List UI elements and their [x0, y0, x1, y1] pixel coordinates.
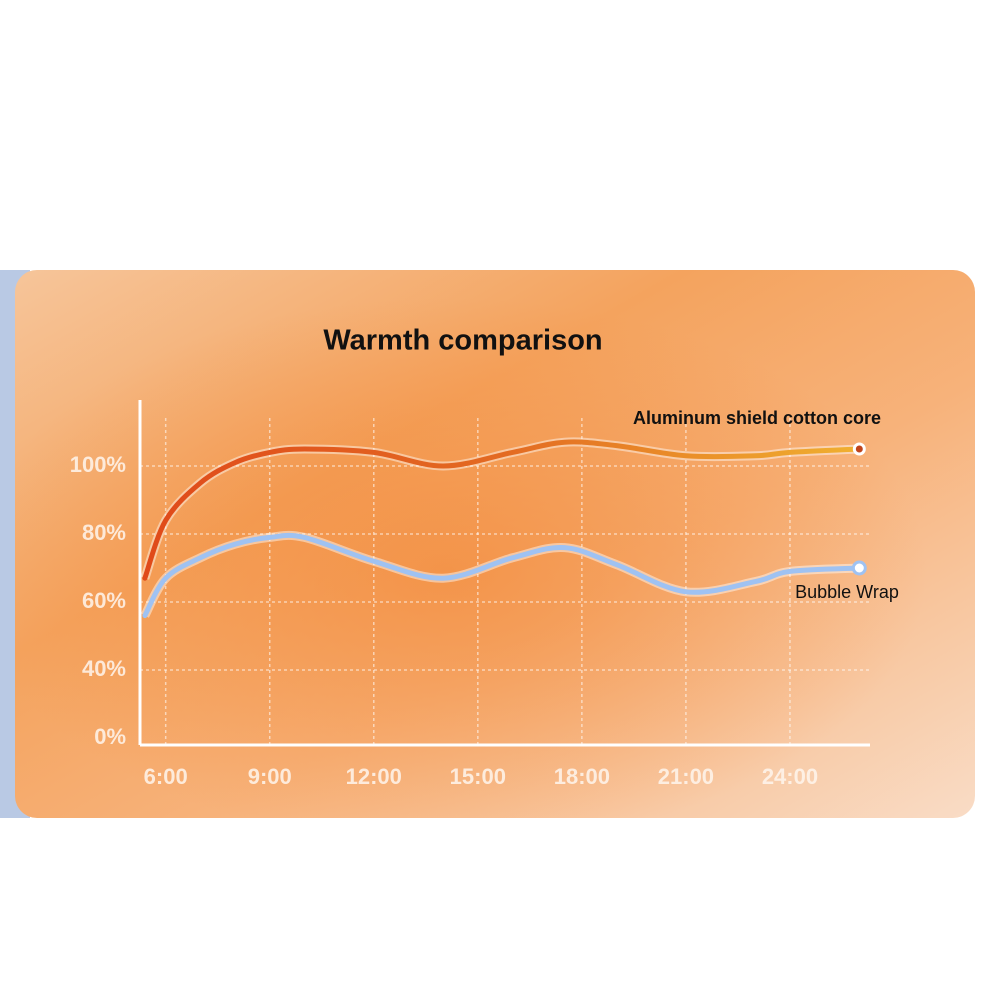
series-line: [142, 439, 862, 581]
series-line: [142, 532, 862, 619]
y-tick-label: 40%: [82, 656, 126, 681]
y-tick-label: 0%: [94, 724, 126, 749]
y-tick-label: 80%: [82, 520, 126, 545]
x-tick-label: 12:00: [346, 764, 402, 789]
card-glow: [15, 270, 975, 818]
x-tick-label: 15:00: [450, 764, 506, 789]
x-tick-label: 6:00: [144, 764, 188, 789]
y-tick-label: 100%: [70, 452, 126, 477]
series-label: Aluminum shield cotton core: [633, 408, 881, 428]
chart-title: Warmth comparison: [323, 325, 602, 357]
series-label: Bubble Wrap: [795, 582, 899, 602]
end-marker: [851, 560, 867, 576]
x-tick-label: 24:00: [762, 764, 818, 789]
y-tick-label: 60%: [82, 588, 126, 613]
end-marker: [852, 442, 866, 456]
x-tick-label: 18:00: [554, 764, 610, 789]
x-tick-label: 21:00: [658, 764, 714, 789]
x-tick-label: 9:00: [248, 764, 292, 789]
